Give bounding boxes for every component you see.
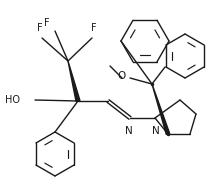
Text: N: N (152, 126, 160, 136)
Text: F: F (37, 23, 43, 33)
Text: F: F (44, 18, 50, 28)
Text: F: F (91, 23, 97, 33)
Text: HO: HO (5, 95, 20, 105)
Text: O: O (118, 71, 126, 81)
Text: N: N (125, 126, 133, 136)
Polygon shape (68, 61, 80, 102)
Polygon shape (152, 84, 170, 134)
